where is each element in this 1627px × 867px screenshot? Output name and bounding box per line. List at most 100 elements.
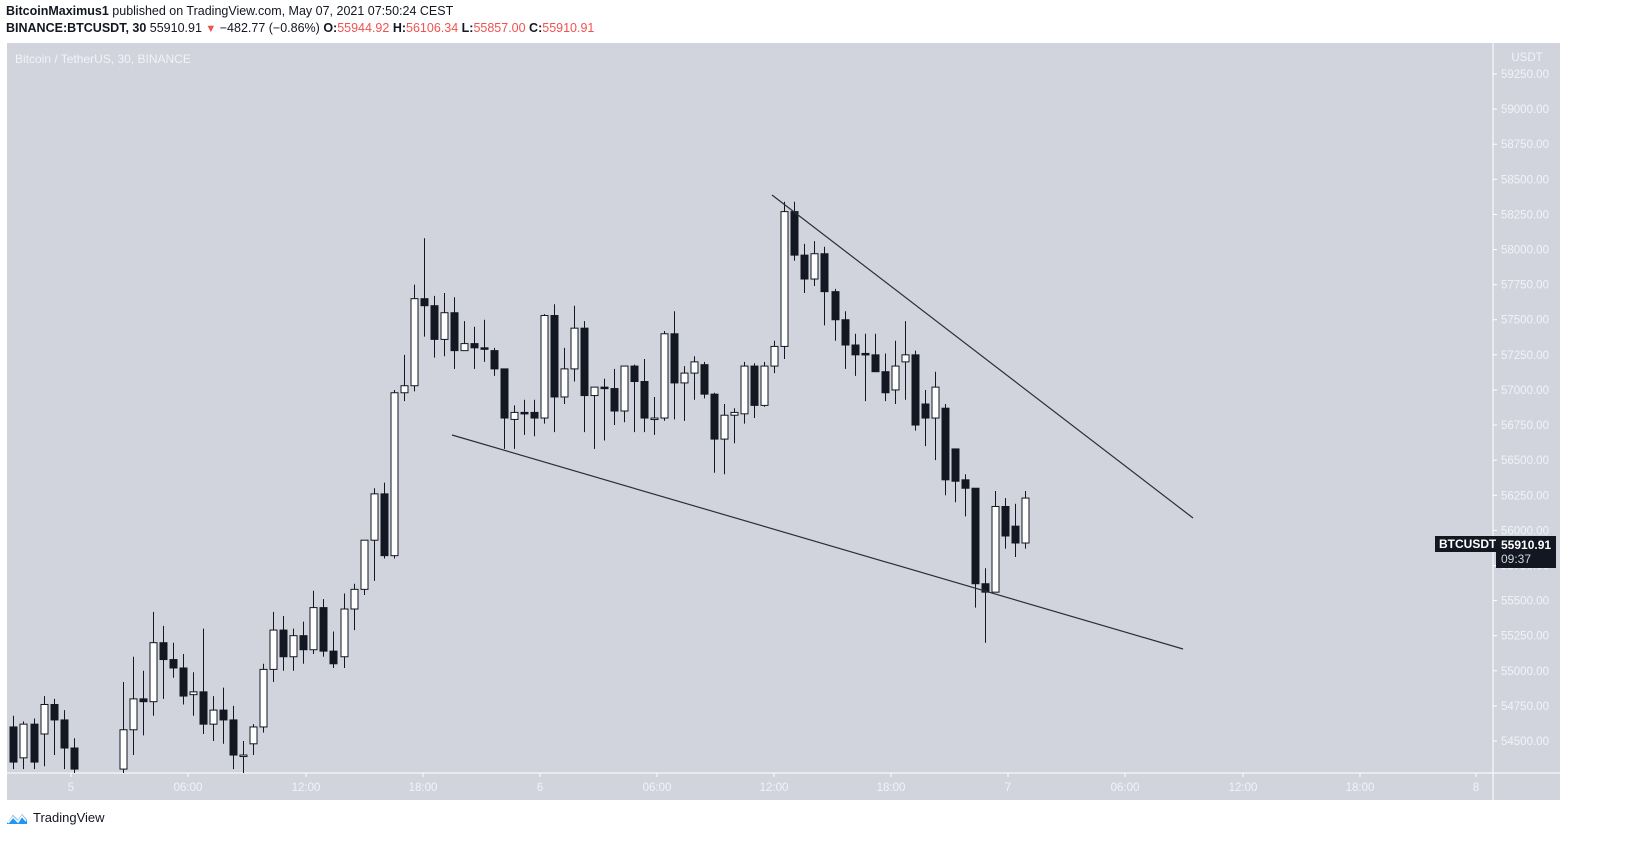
tradingview-footer[interactable]: TradingView <box>6 810 105 825</box>
bearish-candle <box>961 479 970 489</box>
countdown-timer: 09:37 <box>1501 552 1532 566</box>
bearish-candle <box>520 411 529 415</box>
bullish-candle <box>620 365 629 412</box>
time-tick-label: 6 <box>537 782 543 794</box>
bearish-candle <box>530 411 539 419</box>
price-tick-label: 54750.00 <box>1501 701 1549 713</box>
bearish-candle <box>580 327 589 397</box>
bullish-candle <box>360 539 369 590</box>
bullish-candle <box>400 385 409 394</box>
bearish-candle <box>800 254 809 280</box>
bullish-candle <box>650 417 659 421</box>
bullish-candle <box>770 345 779 367</box>
bearish-candle <box>921 403 930 419</box>
bullish-candle <box>740 365 749 415</box>
bullish-candle <box>189 691 198 696</box>
bearish-candle <box>319 607 328 652</box>
bearish-candle <box>30 723 39 763</box>
bullish-candle <box>410 298 419 387</box>
time-tick-label: 8 <box>1473 782 1479 794</box>
author[interactable]: BitcoinMaximus1 <box>6 4 109 18</box>
bullish-candle <box>510 411 519 420</box>
bearish-candle <box>941 407 950 481</box>
time-tick-label: 06:00 <box>643 782 672 794</box>
time-tick-label: 12:00 <box>1229 782 1258 794</box>
bearish-candle <box>710 393 719 440</box>
bearish-candle <box>1011 525 1020 544</box>
bullish-candle <box>760 365 769 406</box>
time-tick-label: 12:00 <box>760 782 789 794</box>
bearish-candle <box>610 388 619 412</box>
bearish-candle <box>490 350 499 370</box>
bearish-candle <box>179 667 188 697</box>
bearish-candle <box>9 726 18 763</box>
bearish-candle <box>299 635 308 651</box>
bearish-candle <box>199 691 208 725</box>
bearish-candle <box>500 368 509 419</box>
bullish-candle <box>901 354 910 363</box>
price-tick-label: 57000.00 <box>1501 385 1549 397</box>
bearish-candle <box>139 698 148 703</box>
time-tick-label: 18:00 <box>409 782 438 794</box>
bullish-candle <box>560 368 569 398</box>
chart-title: Bitcoin / TetherUS, 30, BINANCE <box>15 52 191 66</box>
bearish-candle <box>169 659 178 669</box>
low-value: 55857.00 <box>473 21 526 35</box>
price-tick-label: 58500.00 <box>1501 174 1549 186</box>
bearish-candle <box>851 344 860 356</box>
bullish-candle <box>991 505 1000 593</box>
bearish-candle <box>971 487 980 585</box>
bearish-candle <box>700 364 709 395</box>
close-label: C: <box>525 21 543 35</box>
bullish-candle <box>891 365 900 391</box>
tradingview-logo-icon <box>7 813 27 824</box>
time-tick-label: 18:00 <box>877 782 906 794</box>
lower-support-trendline <box>451 434 1184 650</box>
publish-text: published on TradingView.com, May 07, 20… <box>108 4 454 18</box>
symbol-price-tag: BTCUSDT <box>1435 536 1501 552</box>
price-change: −482.77 (−0.86%) <box>216 21 324 35</box>
price-tick-label: 55250.00 <box>1501 631 1549 643</box>
bearish-candle <box>600 386 609 390</box>
bearish-candle <box>790 211 799 256</box>
bearish-candle <box>881 371 890 394</box>
bullish-candle <box>40 703 49 735</box>
price-tick-label: 56250.00 <box>1501 490 1549 502</box>
high-value: 56106.34 <box>406 21 459 35</box>
close-value: 55910.91 <box>542 21 595 35</box>
bearish-candle <box>279 629 288 658</box>
bullish-candle <box>309 607 318 651</box>
bullish-candle <box>440 312 449 340</box>
publish-info: BitcoinMaximus1 published on TradingView… <box>6 4 453 18</box>
bullish-candle <box>350 588 359 610</box>
price-tick-label: 57750.00 <box>1501 280 1549 292</box>
bearish-candle <box>841 319 850 346</box>
candlestick-chart[interactable]: USDT 59250.00 59000.00 58750.00 58500.00 5825… <box>7 43 1560 800</box>
bearish-candle <box>981 583 990 593</box>
bearish-candle <box>640 381 649 419</box>
chart-panel[interactable]: USDT 59250.00 59000.00 58750.00 58500.00 5825… <box>7 43 1560 800</box>
bullish-candle <box>1021 497 1030 544</box>
bullish-candle <box>269 629 278 670</box>
bearish-candle <box>861 352 870 356</box>
bearish-candle <box>670 333 679 384</box>
bullish-candle <box>370 493 379 541</box>
symbol-label: BINANCE:BTCUSDT, 30 <box>6 21 147 35</box>
high-label: H: <box>389 21 407 35</box>
bullish-candle <box>259 668 268 728</box>
bearish-candle <box>630 365 639 383</box>
tradingview-brand: TradingView <box>33 810 105 825</box>
price-tick-label: 55000.00 <box>1501 666 1549 678</box>
bullish-candle <box>239 754 248 758</box>
bearish-candle <box>50 703 59 721</box>
last-price: 55910.91 <box>146 21 206 35</box>
bearish-candle <box>951 448 960 482</box>
bullish-candle <box>149 642 158 703</box>
bullish-candle <box>129 698 138 731</box>
bullish-candle <box>340 608 349 658</box>
bearish-candle <box>380 493 389 557</box>
bearish-candle <box>420 298 429 307</box>
time-tick-label: 18:00 <box>1346 782 1375 794</box>
low-label: L: <box>458 21 474 35</box>
price-tick-label: 59000.00 <box>1501 104 1549 116</box>
